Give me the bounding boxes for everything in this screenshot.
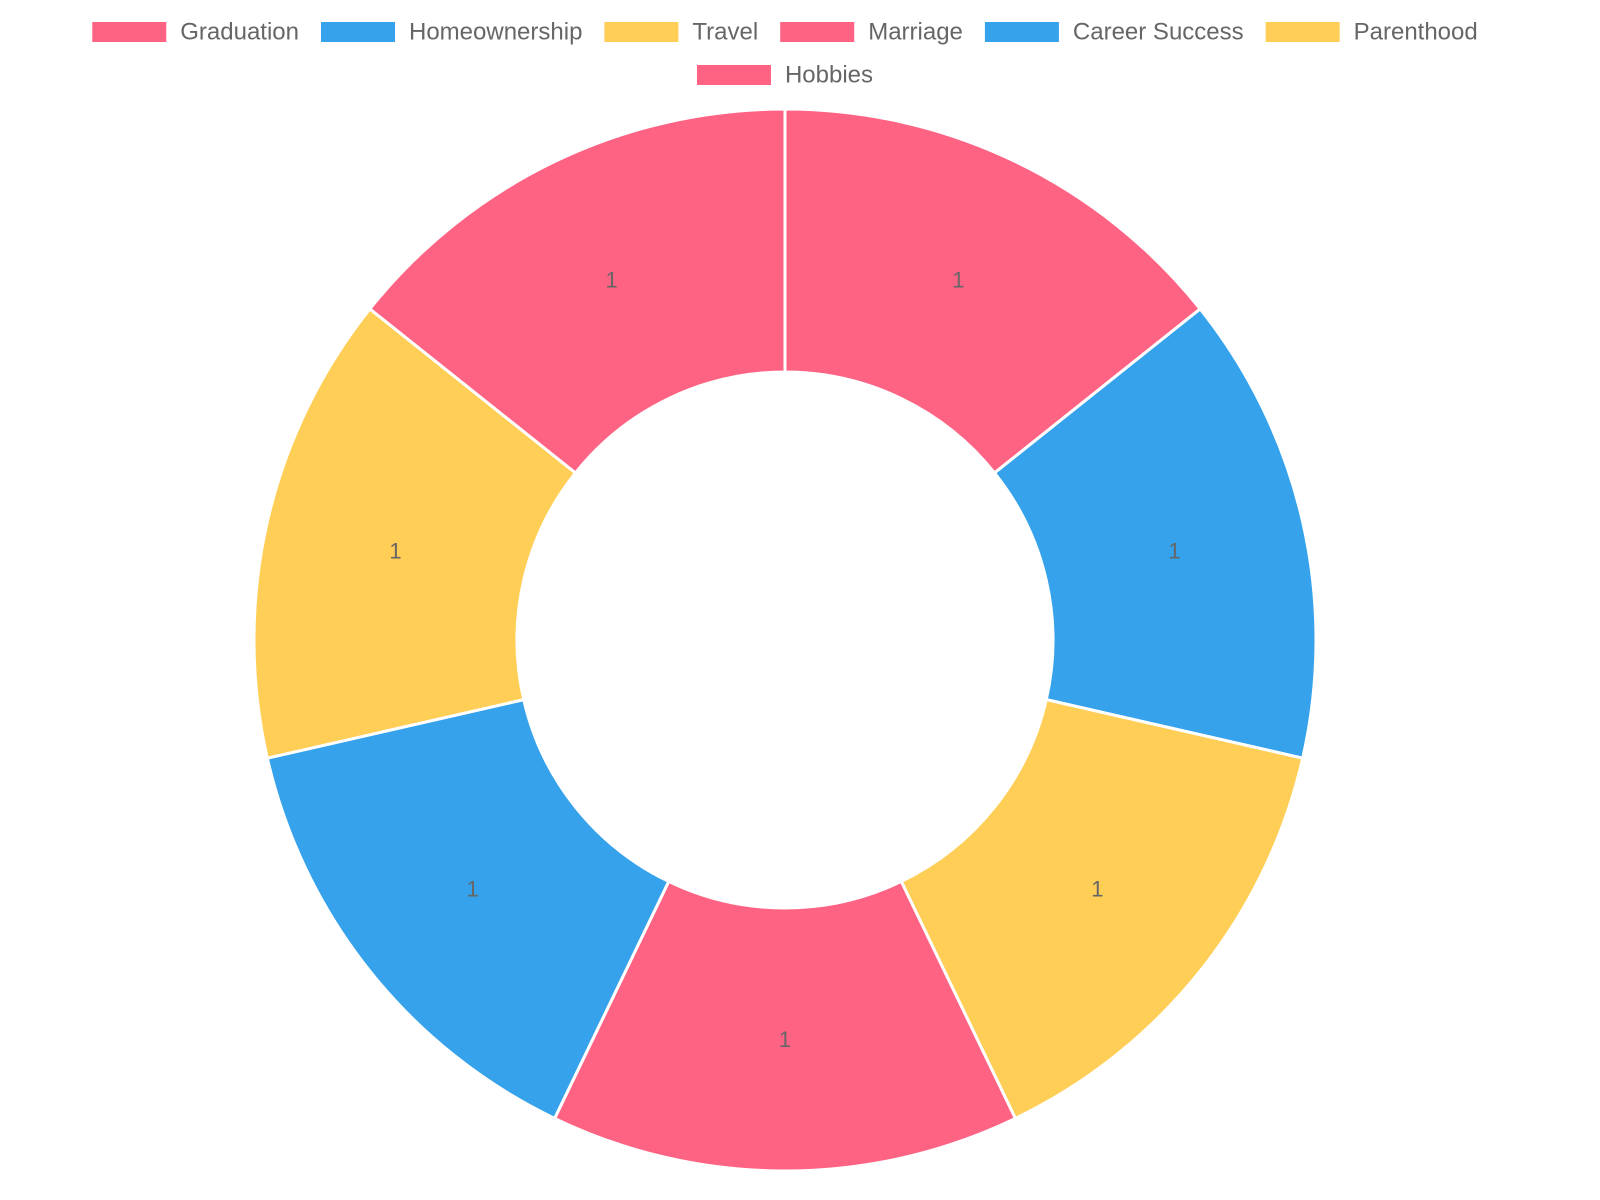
legend-swatch-career-success [984,22,1059,42]
slice-marriage[interactable] [553,879,1017,1173]
data-label-parenthood: 1 [389,539,401,564]
legend-swatch-marriage [780,22,855,42]
legend-item-travel[interactable]: Travel [604,19,758,46]
legend-swatch-graduation [92,22,167,42]
slice-career-success[interactable] [265,698,671,1120]
data-label-career-success: 1 [467,877,479,902]
legend-swatch-homeownership [321,22,396,42]
legend-label-marriage: Marriage [868,19,963,46]
slice-homeownership[interactable] [993,307,1318,760]
legend-item-marriage[interactable]: Marriage [780,19,963,46]
legend-item-homeownership[interactable]: Homeownership [321,19,582,46]
slice-graduation[interactable] [783,107,1202,475]
data-labels: 1 1 1 1 1 1 1 [389,268,1180,1052]
slice-hobbies[interactable] [368,107,787,475]
legend-label-hobbies: Hobbies [785,62,873,89]
legend-swatch-travel [604,22,679,42]
legend-item-career-success[interactable]: Career Success [984,19,1244,46]
data-label-graduation: 1 [952,268,964,293]
data-label-homeownership: 1 [1168,539,1180,564]
slice-parenthood[interactable] [252,307,577,760]
data-label-marriage: 1 [779,1027,791,1052]
legend: Graduation Homeownership Travel Marriage Car… [92,19,1478,89]
legend-item-graduation[interactable]: Graduation [92,19,299,46]
legend-item-parenthood[interactable]: Parenthood [1265,19,1478,46]
legend-label-parenthood: Parenthood [1354,19,1478,46]
legend-label-career-success: Career Success [1073,19,1244,46]
slices [252,107,1318,1173]
legend-swatch-parenthood [1265,22,1340,42]
data-label-travel: 1 [1091,877,1103,902]
legend-item-hobbies[interactable]: Hobbies [696,62,873,89]
legend-label-homeownership: Homeownership [409,19,582,46]
data-label-hobbies: 1 [606,268,618,293]
slice-travel[interactable] [899,698,1305,1120]
legend-label-travel: Travel [692,19,758,46]
legend-swatch-hobbies [696,65,771,85]
legend-label-graduation: Graduation [180,19,299,46]
